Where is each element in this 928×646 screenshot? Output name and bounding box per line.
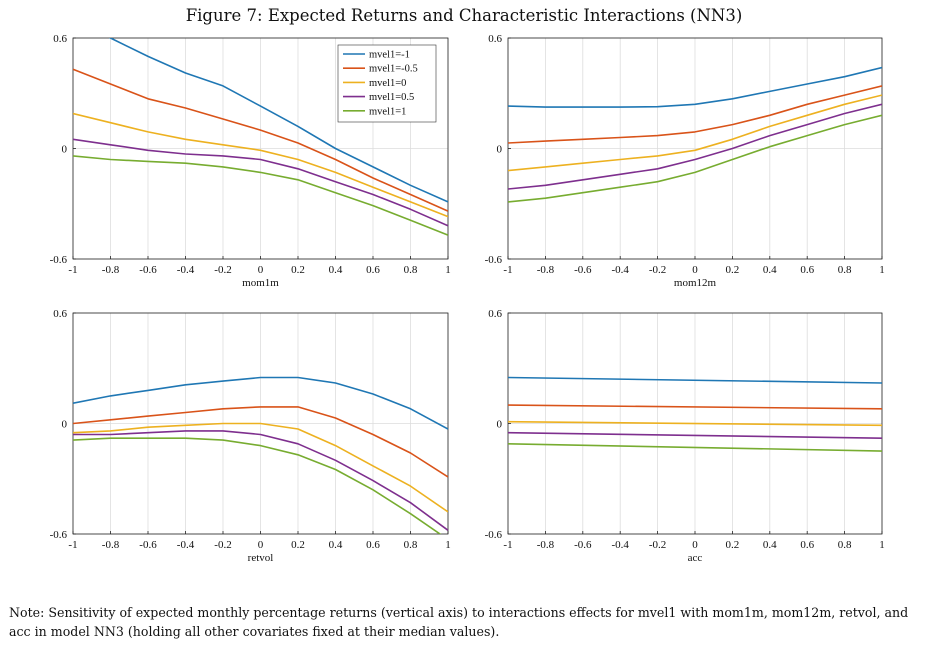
series-line-mvel1=1 [73,437,442,534]
series-line-mvel1=1 [508,114,882,203]
x-tick-label: 1 [879,539,885,551]
y-tick-label: 0 [62,419,68,431]
x-tick-label: -0.4 [611,264,629,276]
x-tick-label: -0.4 [611,539,629,551]
x-tick-label: -0.4 [177,264,195,276]
series-line-mvel1=-0.5 [508,404,882,410]
x-tick-label: 0.6 [366,539,380,551]
y-tick-label: 0 [62,144,68,156]
series-line-mvel1=0.5 [508,431,882,439]
x-tick-label: 0 [258,539,264,551]
x-axis-label: mom1m [242,277,279,289]
x-tick-label: 0.4 [329,264,343,276]
x-tick-label: -0.2 [649,539,666,551]
legend-box [337,44,437,123]
figure-title: Figure 7: Expected Returns and Character… [185,6,743,25]
figure-canvas: -1 -0.8 -0.6 -0.4 -0.2 0 0.2 0.4 0.6 0.8 1 -0.6 0 0.6… [50,33,885,564]
series-line-mvel1=-0.5 [73,68,448,212]
series-line-mvel1=0.5 [508,103,882,190]
x-tick-label: 0 [258,264,264,276]
legend-label: mvel1=-0.5 [369,64,418,75]
y-tick-label: 0.6 [53,308,67,320]
legend-label: mvel1=-1 [369,50,410,61]
series-line-mvel1=0 [73,112,448,218]
panel-mom1m: -1 -0.8 -0.6 -0.4 -0.2 0 0.2 0.4 0.6 0.8 1 -0.6 0 0.6… [50,33,451,289]
x-tick-label: 0.4 [763,264,777,276]
series-line-mvel1=0.5 [73,430,448,531]
x-axis-label: acc [688,552,703,564]
x-tick-label: -0.8 [537,264,555,276]
panel-mom12m: -1 -0.8 -0.6 -0.4 -0.2 0 0.2 0.4 0.6 0.8 1 -0.6 0 0.6… [485,33,885,289]
series-line-mvel1=-1 [108,38,448,203]
x-tick-label: -0.6 [139,539,157,551]
y-tick-label: 0.6 [53,33,67,45]
x-tick-label: 0.2 [291,539,305,551]
series-line-mvel1=-1 [508,66,882,108]
y-tick-label: -0.6 [50,254,68,266]
series-line-mvel1=-0.5 [508,85,882,144]
series-line-mvel1=0.5 [73,138,448,227]
x-tick-label: 0.8 [838,539,852,551]
series-line-mvel1=-1 [73,376,448,430]
series-line-mvel1=0 [508,94,882,172]
x-tick-label: -0.8 [537,539,555,551]
x-tick-label: -1 [503,264,512,276]
x-tick-label: -0.6 [574,264,592,276]
legend-label: mvel1=1 [369,106,406,117]
legend: mvel1=-1 mvel1=-0.5 mvel1=0 mvel1=0.5 mvel1=… [337,44,437,123]
x-tick-label: 0.8 [404,264,418,276]
series-line-mvel1=0 [508,420,882,427]
y-tick-label: -0.6 [50,529,68,541]
legend-label: mvel1=0 [369,78,406,89]
x-tick-label: 0 [692,264,698,276]
x-tick-label: 0 [692,539,698,551]
x-tick-label: 0.8 [838,264,852,276]
y-tick-label: -0.6 [485,529,503,541]
x-tick-label: -0.2 [649,264,666,276]
x-tick-label: -1 [503,539,512,551]
series-line-mvel1=-1 [508,376,882,384]
series-line-mvel1=1 [508,443,882,452]
y-tick-label: -0.6 [485,254,503,266]
x-tick-label: -1 [68,539,77,551]
figure-note: Note: Sensitivity of expected monthly pe… [9,605,909,639]
x-tick-label: 0.6 [366,264,380,276]
x-tick-label: -0.2 [214,264,231,276]
x-tick-label: -0.8 [102,539,120,551]
x-tick-label: 0.4 [329,539,343,551]
x-tick-label: -0.2 [214,539,231,551]
x-tick-label: 1 [445,264,451,276]
series-line-mvel1=-0.5 [73,406,448,478]
x-tick-label: -0.6 [574,539,592,551]
x-tick-label: -0.6 [139,264,157,276]
legend-label: mvel1=0.5 [369,92,414,103]
y-tick-label: 0.6 [488,308,502,320]
x-axis-label: mom12m [674,277,717,289]
x-tick-label: 0.2 [726,264,740,276]
y-tick-label: 0 [497,419,503,431]
panel-retvol: -1 -0.8 -0.6 -0.4 -0.2 0 0.2 0.4 0.6 0.8 1 -0.6 0 0.6… [50,308,451,564]
x-tick-label: 1 [879,264,885,276]
series-line-mvel1=0 [73,422,448,513]
y-tick-label: 0.6 [488,33,502,45]
x-tick-label: 0.4 [763,539,777,551]
x-tick-label: -0.4 [177,539,195,551]
x-tick-label: 1 [445,539,451,551]
x-tick-label: 0.6 [800,264,814,276]
x-axis-label: retvol [248,552,274,564]
y-tick-label: 0 [497,144,503,156]
x-tick-label: 0.6 [800,539,814,551]
x-tick-label: 0.2 [291,264,305,276]
x-tick-label: 0.8 [404,539,418,551]
x-tick-label: -1 [68,264,77,276]
series-line-mvel1=1 [73,155,448,236]
x-tick-label: -0.8 [102,264,120,276]
x-tick-label: 0.2 [726,539,740,551]
panel-acc: -1 -0.8 -0.6 -0.4 -0.2 0 0.2 0.4 0.6 0.8 1 -0.6 0 0.6… [485,308,885,564]
